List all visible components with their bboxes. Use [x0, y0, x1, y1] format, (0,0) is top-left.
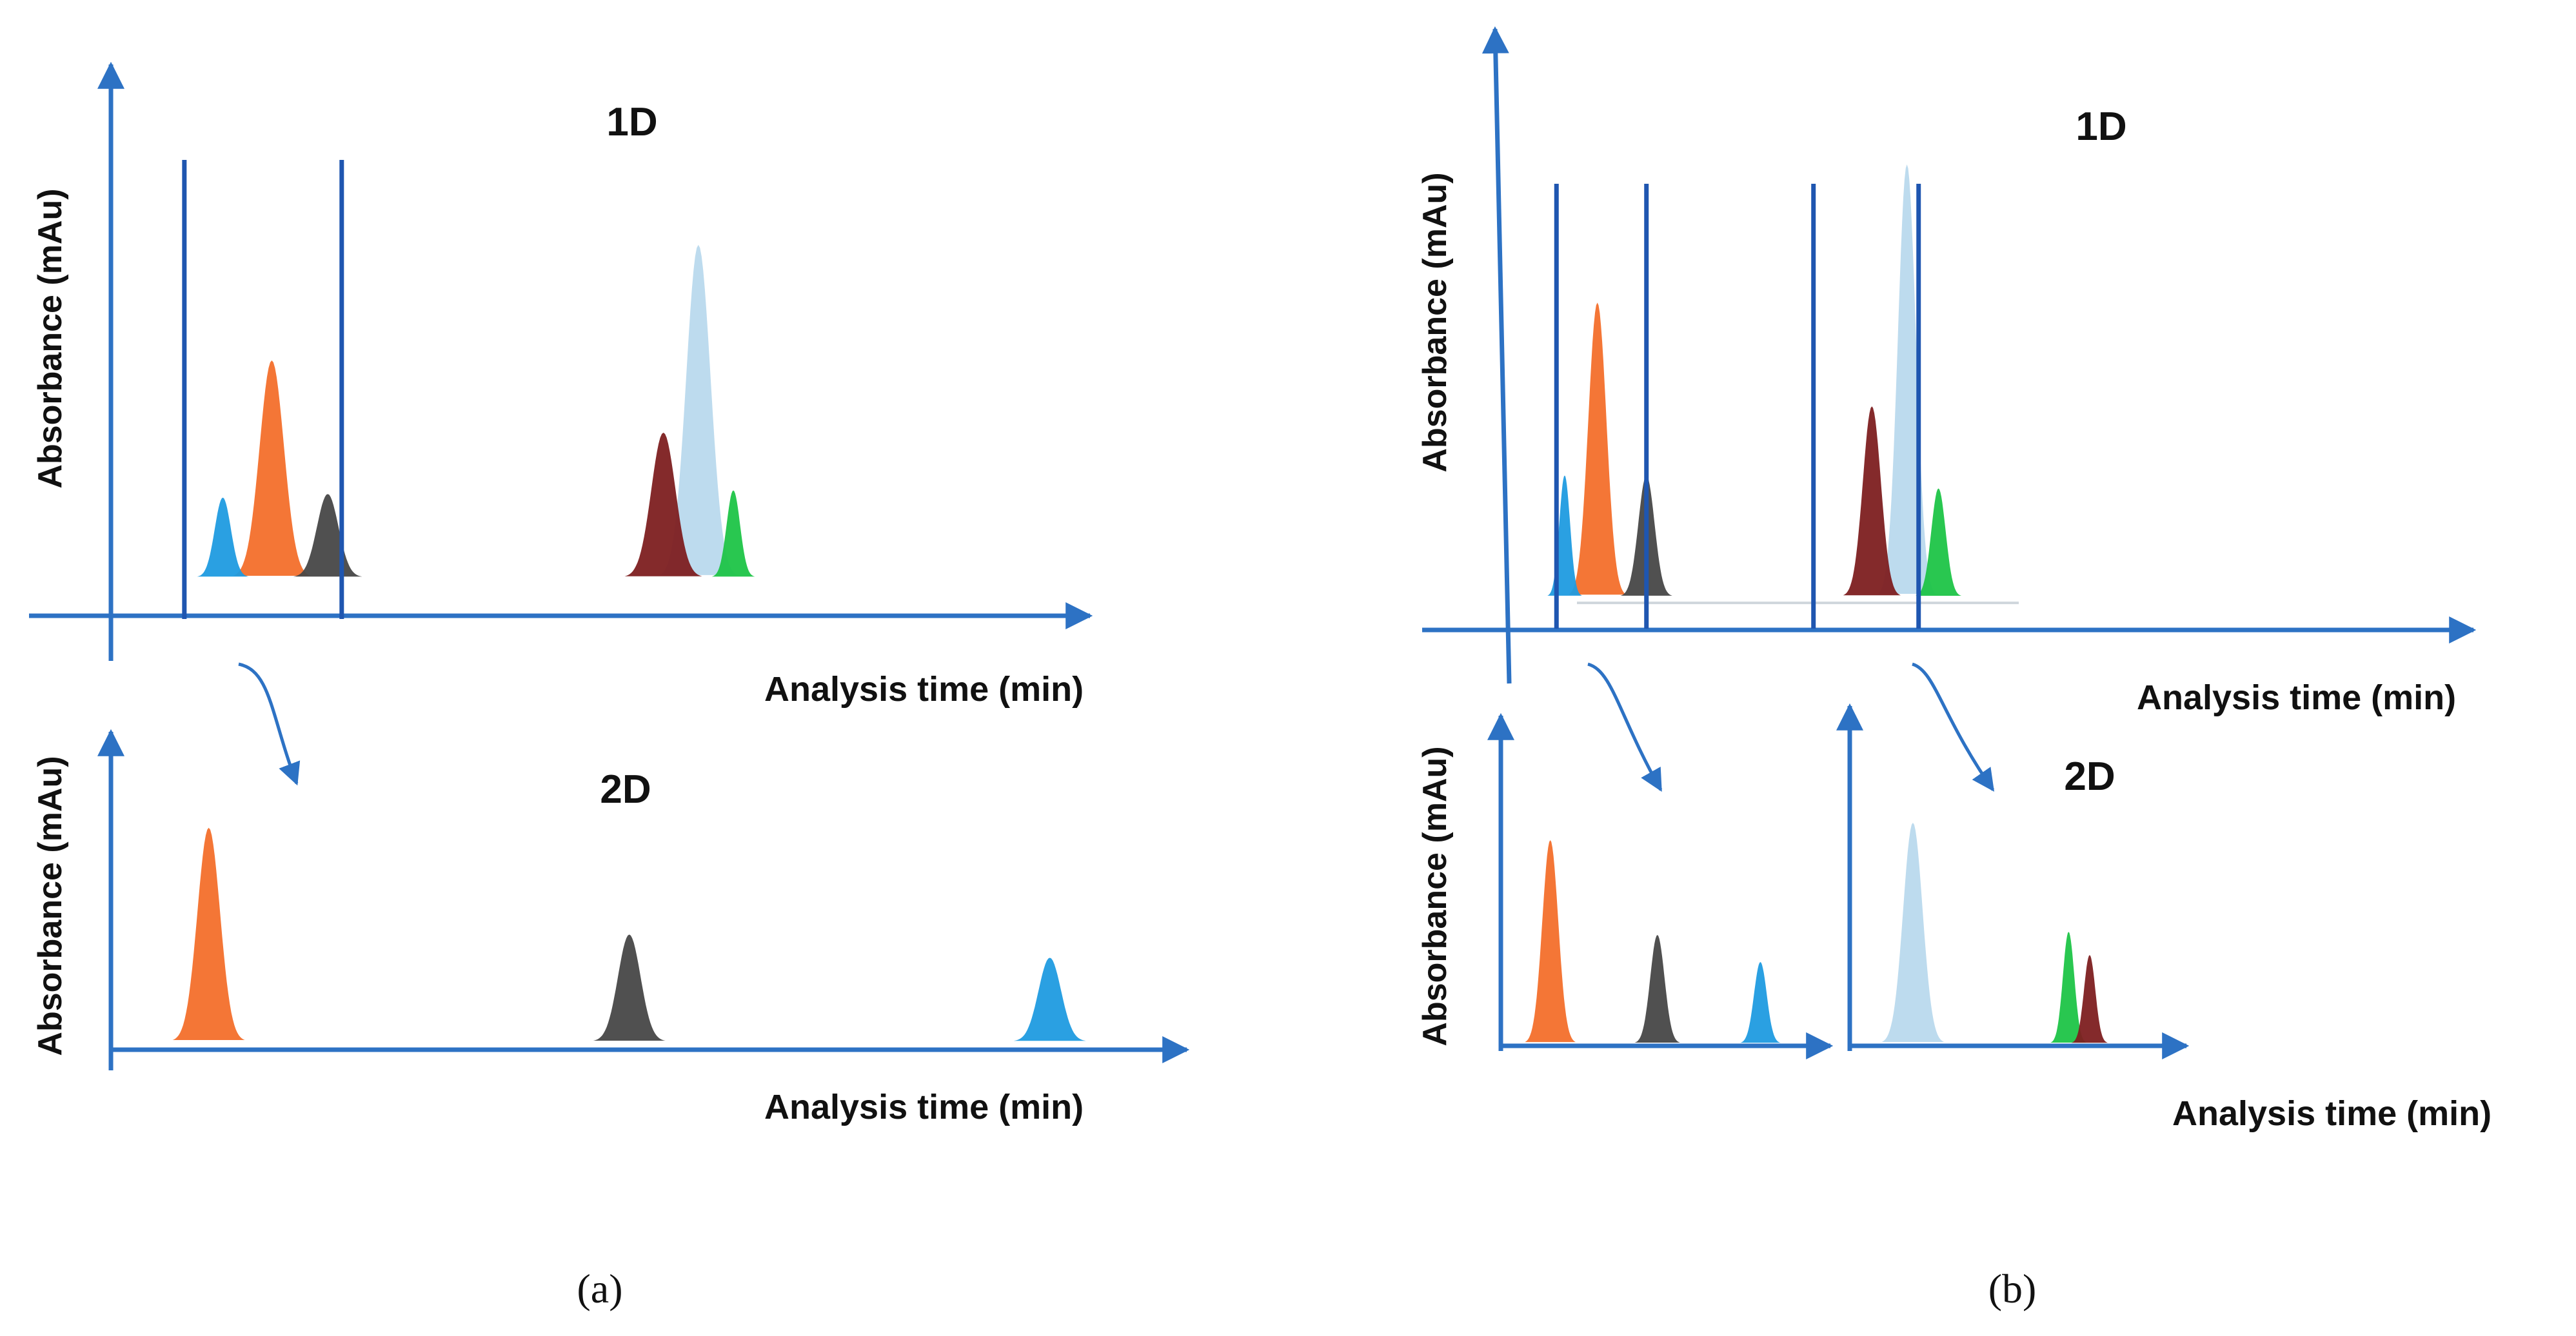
panel-b-1d-title: 1D	[2076, 104, 2126, 149]
panel-b-caption: (b)	[1988, 1266, 2037, 1311]
panel-a-1d-peak-1	[197, 497, 249, 577]
panel-a-2d-title: 2D	[600, 767, 651, 812]
panel-b-1d-cut-lines	[1554, 184, 1921, 629]
panel-b-2d-left-peak-3	[1740, 962, 1781, 1043]
panel-a-2d-x-label: Analysis time (min)	[764, 1088, 1084, 1126]
panel-a-1d-peak-4	[659, 244, 737, 575]
panel-b-2d-right-peaks	[1881, 823, 2108, 1043]
panel-b: Absorbance (mAu) Analysis time (min) 1D …	[1416, 26, 2492, 1311]
panel-b-1d-peak-6	[1915, 488, 1962, 596]
panel-a-1d-peak-5	[624, 433, 702, 576]
panel-a-2d-peaks	[172, 827, 1086, 1041]
panel-b-1d-peaks	[1547, 164, 1962, 596]
panel-b-2d-title: 2D	[2064, 754, 2115, 799]
panel-b-2d-x-label: Analysis time (min)	[2172, 1094, 2492, 1133]
panel-b-1d-peak-4	[1878, 164, 1936, 594]
panel-b-2d-right-peak-3	[2050, 932, 2087, 1043]
panel-b-2d-left-peaks	[1525, 840, 1781, 1043]
panel-b-1d-peak-5	[1843, 406, 1901, 596]
panel-b-2d-left-peak-1	[1525, 840, 1576, 1043]
panel-a-1d-peak-2	[233, 360, 311, 576]
panel-b-1d-chart: Absorbance (mAu) Analysis time (min) 1D	[1416, 26, 2477, 717]
panel-b-2d-right-chart: 2D Analysis time (min)	[1836, 703, 2492, 1133]
panel-a-1d-y-label: Absorbance (mAu)	[32, 188, 69, 488]
panel-a-caption: (a)	[577, 1266, 622, 1311]
panel-a-1d-peak-3	[293, 494, 362, 577]
panel-a-1d-chart: Absorbance (mAu) Analysis time (min) 1D	[29, 61, 1093, 709]
panel-b-2d-right-peak-1	[1881, 823, 1945, 1042]
panel-b-2d-y-label: Absorbance (mAu)	[1416, 746, 1454, 1046]
panel-b-2d-right-peak-2	[2071, 955, 2108, 1043]
panel-b-1d-peak-2	[1569, 302, 1627, 595]
panel-b-transfer-arrow-2	[1912, 662, 1995, 792]
panel-b-2d-left-chart: Absorbance (mAu)	[1416, 712, 1834, 1059]
panel-b-1d-x-label: Analysis time (min)	[2137, 678, 2456, 717]
panel-a-1d-x-label: Analysis time (min)	[764, 670, 1084, 709]
panel-a-2d-peak-1	[172, 827, 245, 1040]
panel-a-1d-peaks	[197, 244, 755, 577]
panel-a-transfer-arrow	[238, 662, 301, 786]
panel-a-2d-peak-2	[593, 934, 666, 1041]
panel-a-1d-cut-lines	[182, 160, 344, 619]
panel-a-2d-peak-3	[1013, 958, 1086, 1041]
panel-a-2d-chart: Absorbance (mAu) Analysis time (min) 2D	[32, 729, 1190, 1126]
panel-a: Absorbance (mAu) Analysis time (min) 1D …	[29, 61, 1190, 1311]
panel-a-1d-peak-6	[711, 490, 755, 577]
panel-b-1d-y-label: Absorbance (mAu)	[1416, 172, 1454, 472]
panel-b-1d-y-axis	[1481, 26, 1512, 684]
panel-b-transfer-arrow-1	[1587, 662, 1663, 792]
panel-a-2d-y-label: Absorbance (mAu)	[32, 756, 69, 1056]
panel-b-2d-left-peak-2	[1634, 935, 1681, 1043]
panel-a-1d-title: 1D	[606, 100, 657, 144]
